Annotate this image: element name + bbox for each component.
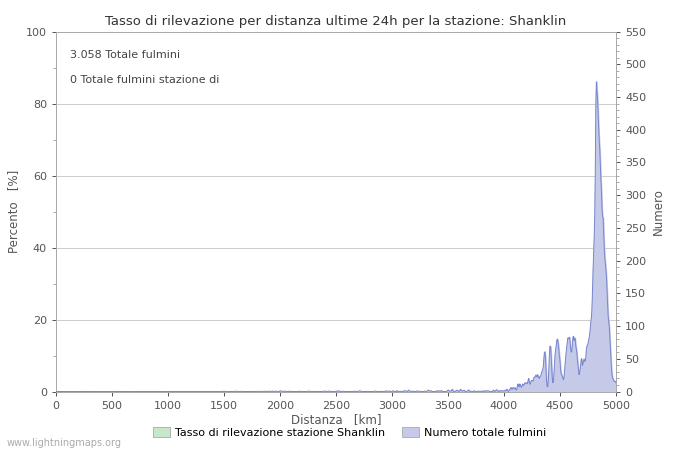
- X-axis label: Distanza   [km]: Distanza [km]: [290, 413, 382, 426]
- Legend: Tasso di rilevazione stazione Shanklin, Numero totale fulmini: Tasso di rilevazione stazione Shanklin, …: [149, 423, 551, 442]
- Y-axis label: Numero: Numero: [652, 188, 665, 235]
- Title: Tasso di rilevazione per distanza ultime 24h per la stazione: Shanklin: Tasso di rilevazione per distanza ultime…: [106, 14, 566, 27]
- Text: 0 Totale fulmini stazione di: 0 Totale fulmini stazione di: [70, 75, 219, 85]
- Y-axis label: Percento   [%]: Percento [%]: [8, 170, 20, 253]
- Text: www.lightningmaps.org: www.lightningmaps.org: [7, 438, 122, 448]
- Text: 3.058 Totale fulmini: 3.058 Totale fulmini: [70, 50, 180, 59]
